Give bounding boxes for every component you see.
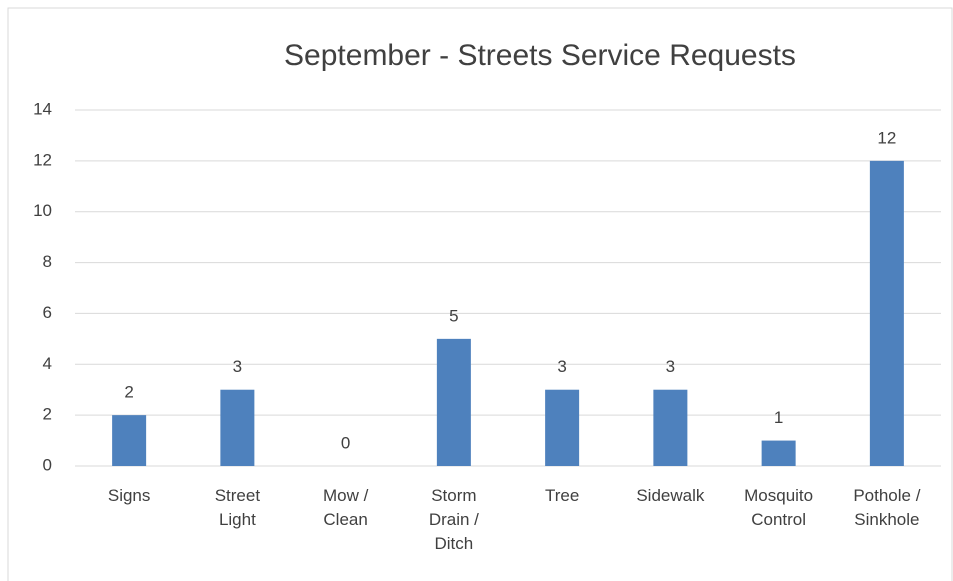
chart-title: September - Streets Service Requests [284,39,796,72]
x-tick-label: Storm Drain / Ditch [428,486,479,553]
bar [220,389,255,466]
bar [436,338,471,466]
data-label: 3 [666,357,675,376]
data-label: 3 [233,357,242,376]
y-tick-label: 10 [33,201,52,220]
bar [761,440,796,466]
chart-border [7,7,953,581]
x-tick-label: Mow / Clean [322,486,369,529]
data-label: 1 [774,408,783,427]
y-tick-label: 12 [33,150,52,169]
y-tick-label: 2 [43,405,52,424]
y-tick-label: 14 [33,99,52,118]
x-tick-label: Pothole / Sinkhole [853,486,921,529]
data-label: 5 [449,306,458,325]
x-tick-label: Sidewalk [636,486,705,505]
y-tick-label: 6 [43,303,52,322]
y-tick-label: 0 [43,455,52,474]
data-label: 0 [341,433,350,452]
y-tick-label: 4 [43,354,52,373]
bar [869,160,904,466]
bar [112,415,147,466]
bar [545,389,580,466]
data-label: 2 [124,383,133,402]
x-tick-label: Mosquito Control [744,486,814,529]
y-tick-label: 8 [43,252,52,271]
data-label: 3 [557,357,566,376]
data-label: 12 [877,128,896,147]
x-tick-label: Tree [544,486,580,505]
x-tick-label: Signs [107,486,151,505]
x-tick-label: Street Light [214,486,261,529]
bar [653,389,688,466]
